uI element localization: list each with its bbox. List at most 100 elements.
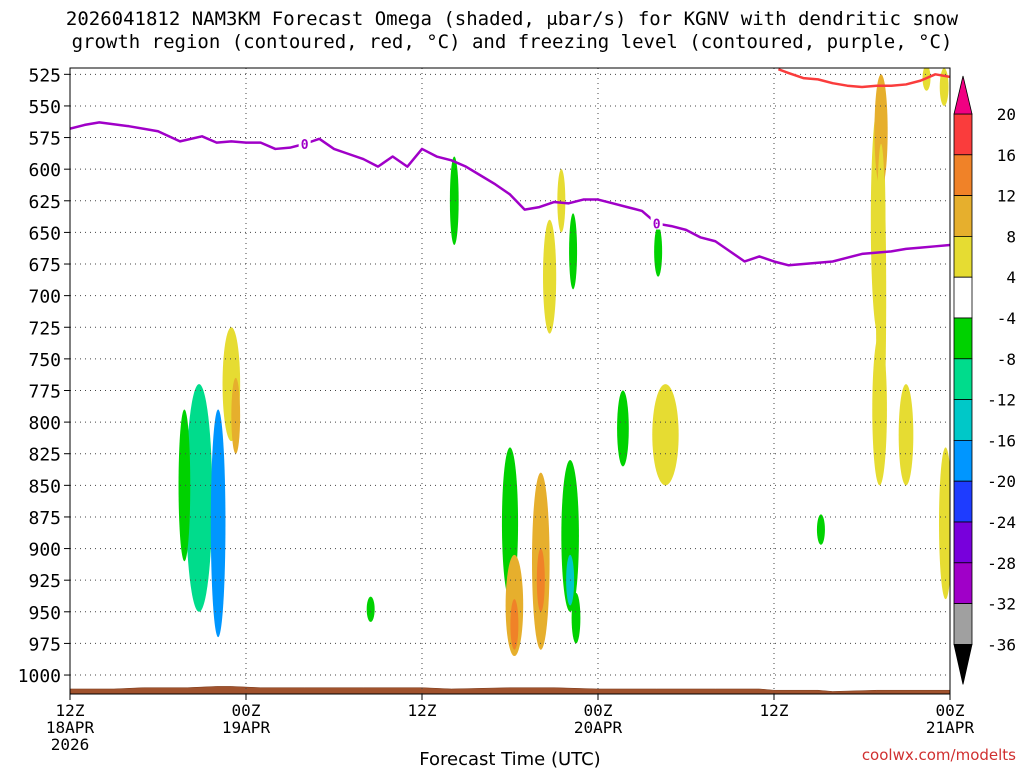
omega-cell-19 — [652, 384, 679, 486]
colorbar-label: -12 — [987, 391, 1016, 410]
y-tick-label: 975 — [28, 634, 61, 655]
x-tick-label: 12Z — [760, 701, 789, 720]
colorbar-label: 12 — [997, 187, 1016, 206]
colorbar-label: -32 — [987, 595, 1016, 614]
colorbar-label: -28 — [987, 554, 1016, 573]
y-tick-label: 700 — [28, 287, 61, 308]
y-tick-label: 950 — [28, 603, 61, 624]
omega-cell-25 — [898, 384, 914, 486]
y-tick-label: 675 — [28, 255, 61, 276]
y-tick-label: 1000 — [18, 666, 61, 687]
omega-cell-26 — [939, 447, 950, 600]
omega-cell-18 — [654, 226, 663, 277]
colorbar-box — [953, 276, 973, 319]
y-tick-label: 625 — [28, 192, 61, 213]
omega-cell-11 — [543, 219, 557, 334]
colorbar-box — [953, 154, 973, 197]
y-tick-label: 575 — [28, 129, 61, 150]
terrain-fill — [70, 686, 950, 694]
colorbar-top-arrow — [953, 75, 973, 115]
y-axis: 525 550 575 600 625 650 675 700 725 750 775 800 825 8… — [18, 65, 70, 687]
omega-cell-8 — [510, 599, 519, 650]
omega-cell-16 — [569, 213, 578, 290]
omega-cell-24 — [872, 333, 887, 486]
colorbar-bottom-arrow — [953, 644, 973, 685]
chart-title-line2: growth region (contoured, red, °C) and f… — [71, 31, 953, 53]
x-tick-label: 2026 — [51, 735, 90, 754]
omega-cell-0 — [185, 384, 213, 612]
x-tick-label: 00Z — [584, 701, 613, 720]
omega-cell-15 — [571, 592, 581, 644]
colorbar-box — [953, 562, 973, 604]
colorbar-box — [953, 358, 973, 400]
plot-frame — [69, 67, 951, 695]
dgz-line — [777, 68, 950, 89]
x-tick-label: 19APR — [222, 718, 271, 737]
y-tick-label: 600 — [28, 160, 61, 181]
y-tick-label: 850 — [28, 476, 61, 497]
credit-text: coolwx.com/modelts — [861, 746, 1016, 764]
omega-cell-22 — [874, 74, 888, 189]
y-tick-label: 550 — [28, 97, 61, 118]
colorbar-box — [953, 521, 973, 564]
omega-cell-2 — [210, 409, 226, 638]
omega-cell-1 — [178, 409, 191, 562]
colorbar-label: -16 — [987, 431, 1016, 450]
colorbar-label: 8 — [1006, 227, 1016, 246]
colorbar-label: 20 — [997, 105, 1016, 124]
colorbar-box — [953, 603, 973, 645]
colorbar-label: 16 — [997, 146, 1016, 165]
y-tick-label: 825 — [28, 445, 61, 466]
y-tick-label: 525 — [28, 65, 61, 86]
x-tick-label: 18APR — [46, 718, 95, 737]
y-tick-label: 900 — [28, 540, 61, 561]
omega-shading — [178, 68, 950, 657]
x-tick-label: 00Z — [936, 701, 965, 720]
colorbar-label: 4 — [1006, 268, 1016, 287]
y-tick-label: 750 — [28, 350, 61, 371]
omega-cell-17 — [617, 390, 629, 467]
y-tick-label: 925 — [28, 571, 61, 592]
x-tick-label: 21APR — [926, 718, 975, 737]
colorbar-label: -36 — [987, 635, 1016, 654]
freezing-level-label-0: 0 — [301, 138, 309, 153]
x-tick-label: 20APR — [574, 718, 623, 737]
colorbar-box — [953, 399, 973, 441]
x-tick-label: 00Z — [232, 701, 261, 720]
colorbar-label: -20 — [987, 472, 1016, 491]
freezing-label-bg-0 — [298, 135, 311, 150]
omega-cell-20 — [816, 514, 825, 545]
colorbar-box — [953, 235, 973, 278]
x-tick-label: 12Z — [56, 701, 85, 720]
omega-cell-12 — [557, 169, 566, 233]
y-tick-label: 775 — [28, 381, 61, 402]
omega-cell-13 — [561, 460, 579, 612]
x-axis-label: Forecast Time (UTC) — [419, 749, 600, 768]
y-tick-label: 875 — [28, 508, 61, 529]
colorbar-label: -4 — [997, 309, 1016, 328]
contour-lines: 00 — [70, 68, 950, 267]
terrain-layer — [70, 686, 950, 694]
freezing-level-label-1: 0 — [653, 218, 661, 233]
x-tick-label: 12Z — [408, 701, 437, 720]
colorbar: 20 16 12 8 4 -4 -8 -12 -16 -20 -24 -28 -32 -36 — [953, 75, 1016, 685]
colorbar-box — [953, 113, 973, 156]
colorbar-box — [953, 317, 973, 360]
y-tick-label: 800 — [28, 413, 61, 434]
colorbar-label: -24 — [987, 513, 1016, 532]
omega-cell-4 — [231, 377, 241, 454]
colorbar-box — [953, 439, 973, 482]
grid-lines — [69, 68, 951, 694]
colorbar-label: -8 — [997, 350, 1016, 369]
omega-cell-27 — [939, 68, 949, 106]
chart-title-line1: 2026041812 NAM3KM Forecast Omega (shaded… — [65, 8, 959, 30]
omega-cell-29 — [366, 596, 375, 622]
colorbar-box — [953, 480, 973, 523]
freezing-level-line — [70, 121, 950, 267]
freezing-label-bg-1 — [650, 215, 663, 230]
y-tick-label: 650 — [28, 223, 61, 244]
y-tick-label: 725 — [28, 318, 61, 339]
omega-cell-5 — [449, 156, 459, 246]
